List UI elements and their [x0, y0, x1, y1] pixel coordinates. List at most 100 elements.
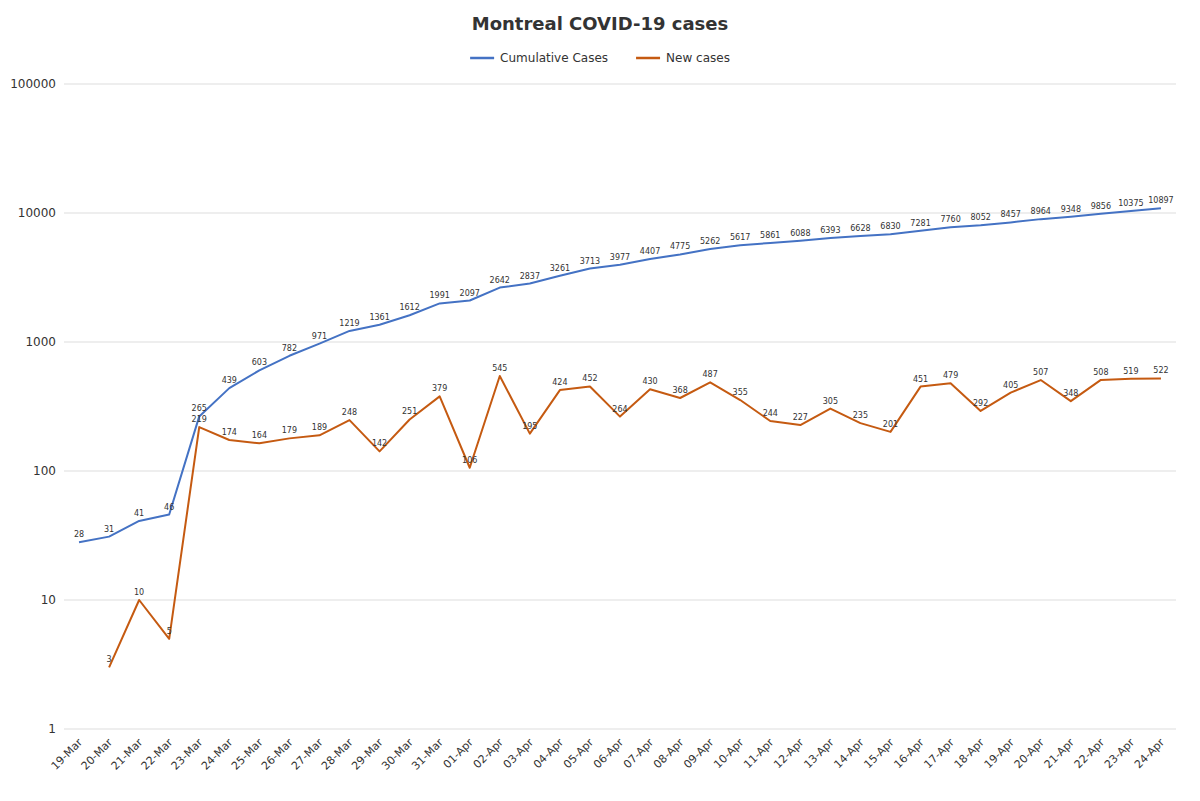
data-label: 1612: [399, 303, 419, 312]
x-tick-label: 23-Apr: [1102, 736, 1138, 772]
x-tick-label: 20-Apr: [1012, 736, 1048, 772]
data-label: 244: [763, 409, 778, 418]
data-label: 106: [462, 456, 477, 465]
data-label: 348: [1063, 389, 1078, 398]
data-label: 439: [222, 376, 237, 385]
data-label: 265: [192, 404, 207, 413]
data-label: 7760: [940, 215, 960, 224]
x-tick-label: 22-Mar: [139, 736, 176, 773]
data-label: 10897: [1148, 196, 1173, 205]
data-label: 6088: [790, 229, 810, 238]
y-tick-label: 10: [41, 593, 56, 607]
x-tick-label: 12-Apr: [771, 736, 807, 772]
x-tick-label: 16-Apr: [891, 736, 927, 772]
data-label: 487: [703, 370, 718, 379]
data-label: 3977: [610, 253, 630, 262]
x-tick-label: 03-Apr: [501, 736, 537, 772]
y-tick-label: 10000: [18, 206, 56, 220]
series-line: [109, 376, 1161, 667]
x-tick-label: 06-Apr: [591, 736, 627, 772]
data-label: 227: [793, 413, 808, 422]
data-label: 31: [104, 525, 114, 534]
data-label: 507: [1033, 368, 1048, 377]
y-tick-label: 1000: [25, 335, 56, 349]
y-tick-label: 1: [48, 722, 56, 736]
x-tick-label: 21-Mar: [109, 736, 146, 773]
x-tick-label: 23-Mar: [169, 736, 206, 773]
data-label: 355: [733, 388, 748, 397]
grid-line: [64, 471, 1176, 472]
y-tick-label: 100000: [10, 77, 56, 91]
x-tick-label: 17-Apr: [922, 736, 958, 772]
x-tick-label: 31-Mar: [409, 736, 446, 773]
data-label: 142: [372, 439, 387, 448]
legend-item: New cases: [636, 51, 730, 65]
x-tick-label: 01-Apr: [441, 736, 477, 772]
legend-swatch: [470, 57, 494, 60]
x-tick-label: 29-Mar: [349, 736, 386, 773]
legend: Cumulative CasesNew cases: [470, 51, 730, 65]
x-tick-label: 30-Mar: [379, 736, 416, 773]
data-label: 545: [492, 364, 507, 373]
data-label: 174: [222, 428, 237, 437]
y-axis: 110100100010000100000: [10, 77, 1176, 736]
data-label: 1991: [429, 291, 449, 300]
x-tick-label: 08-Apr: [651, 736, 687, 772]
data-label: 5: [167, 627, 172, 636]
data-label: 508: [1093, 368, 1108, 377]
data-label: 264: [612, 405, 627, 414]
x-tick-label: 15-Apr: [861, 736, 897, 772]
legend-label: New cases: [666, 51, 730, 65]
grid-line: [64, 84, 1176, 85]
x-tick-label: 02-Apr: [471, 736, 507, 772]
lines: [79, 208, 1161, 667]
data-label: 971: [312, 332, 327, 341]
data-label: 3713: [580, 257, 600, 266]
data-label: 6393: [820, 226, 840, 235]
data-label: 8964: [1031, 207, 1051, 216]
x-tick-label: 14-Apr: [831, 736, 867, 772]
legend-swatch: [636, 57, 660, 60]
data-label: 6628: [850, 224, 870, 233]
x-tick-label: 24-Mar: [199, 736, 236, 773]
data-label: 1361: [369, 313, 389, 322]
x-tick-label: 25-Mar: [229, 736, 266, 773]
x-tick-label: 20-Mar: [79, 736, 116, 773]
x-tick-label: 26-Mar: [259, 736, 296, 773]
grid-line: [64, 600, 1176, 601]
data-label: 424: [552, 378, 567, 387]
data-label: 10375: [1118, 199, 1143, 208]
data-label: 8457: [1001, 210, 1021, 219]
x-tick-label: 24-Apr: [1132, 736, 1168, 772]
x-tick-label: 21-Apr: [1042, 736, 1078, 772]
data-label: 782: [282, 344, 297, 353]
title: Montreal COVID-19 cases: [472, 13, 729, 34]
data-label: 10: [134, 588, 144, 597]
data-label: 2642: [490, 276, 510, 285]
data-label: 235: [853, 411, 868, 420]
data-label: 9348: [1061, 205, 1081, 214]
data-label: 305: [823, 397, 838, 406]
x-tick-label: 22-Apr: [1072, 736, 1108, 772]
data-label: 7281: [910, 219, 930, 228]
x-tick-label: 28-Mar: [319, 736, 356, 773]
data-label: 8052: [970, 213, 990, 222]
x-tick-label: 04-Apr: [531, 736, 567, 772]
data-label: 379: [432, 384, 447, 393]
x-tick-label: 18-Apr: [952, 736, 988, 772]
data-label: 519: [1123, 367, 1138, 376]
x-tick-label: 19-Mar: [49, 736, 86, 773]
chart: 11010010001000010000019-Mar20-Mar21-Mar2…: [0, 0, 1200, 801]
data-label: 28: [74, 530, 84, 539]
x-tick-label: 11-Apr: [741, 736, 777, 772]
x-tick-label: 13-Apr: [801, 736, 837, 772]
data-label: 5617: [730, 233, 750, 242]
x-tick-label: 09-Apr: [681, 736, 717, 772]
data-label: 41: [134, 509, 144, 518]
data-label: 2837: [520, 272, 540, 281]
data-label: 3: [107, 655, 112, 664]
data-label: 9856: [1091, 202, 1111, 211]
x-tick-label: 10-Apr: [711, 736, 747, 772]
grid-line: [64, 729, 1176, 730]
data-label: 522: [1153, 366, 1168, 375]
